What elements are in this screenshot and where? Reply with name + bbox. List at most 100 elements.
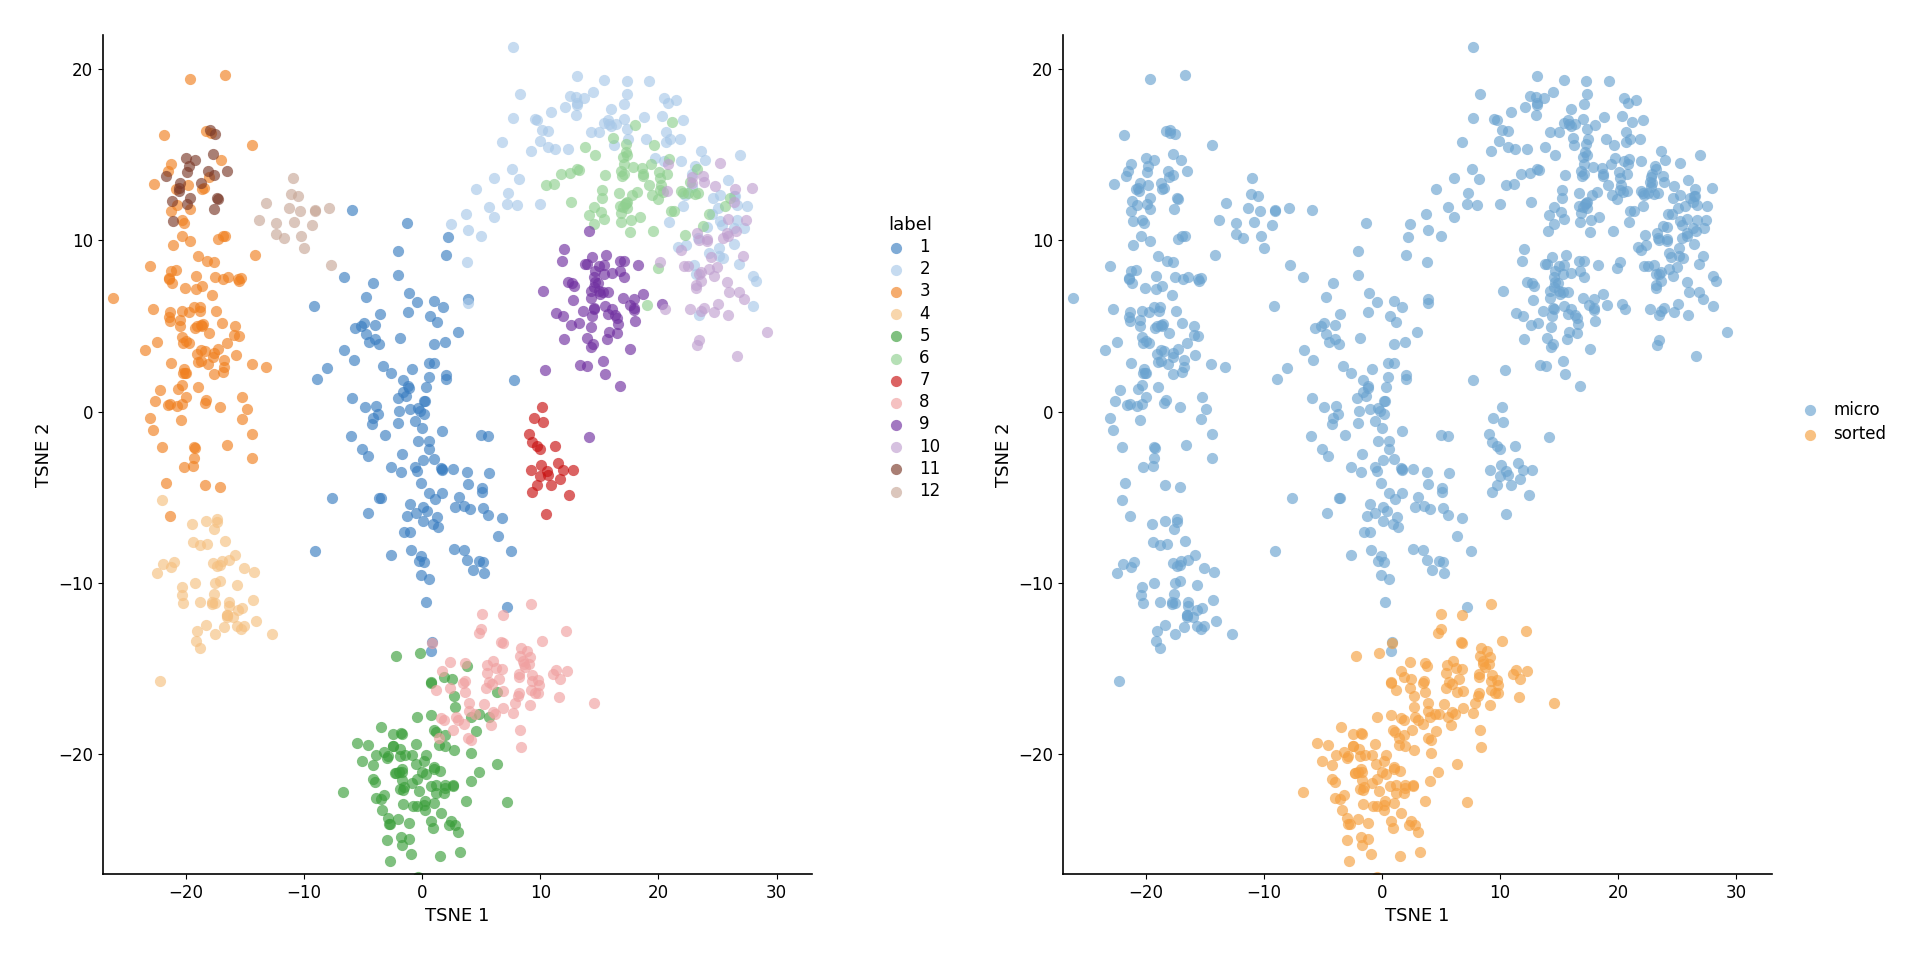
sorted xyxy=(1302,735,1332,751)
7 xyxy=(518,410,549,425)
1 xyxy=(367,358,397,373)
micro xyxy=(1538,300,1569,315)
micro xyxy=(1530,139,1561,155)
sorted xyxy=(1442,684,1473,700)
3 xyxy=(198,345,228,360)
2 xyxy=(705,240,735,255)
7 xyxy=(515,462,545,477)
micro xyxy=(1125,319,1156,334)
1 xyxy=(426,461,457,476)
micro xyxy=(1142,249,1173,264)
sorted xyxy=(1413,696,1444,711)
8 xyxy=(541,662,572,678)
micro xyxy=(1505,471,1536,487)
micro xyxy=(1162,559,1192,574)
micro xyxy=(1548,266,1578,281)
1 xyxy=(442,324,472,340)
1 xyxy=(407,420,438,435)
micro xyxy=(1200,613,1231,629)
micro xyxy=(1144,640,1175,656)
2 xyxy=(651,134,682,150)
sorted xyxy=(1407,716,1438,732)
micro xyxy=(1548,284,1578,300)
3 xyxy=(150,475,180,491)
5 xyxy=(386,837,417,852)
8 xyxy=(503,669,534,684)
sorted xyxy=(1379,796,1409,811)
micro xyxy=(1139,534,1169,549)
micro xyxy=(1112,163,1142,179)
4 xyxy=(179,575,209,590)
5 xyxy=(388,782,419,798)
10 xyxy=(689,300,720,316)
micro xyxy=(1359,505,1390,520)
2 xyxy=(680,157,710,173)
1 xyxy=(394,304,424,320)
micro xyxy=(1112,168,1142,183)
micro xyxy=(1421,181,1452,197)
micro xyxy=(1417,563,1448,578)
1 xyxy=(405,475,436,491)
micro xyxy=(1642,337,1672,352)
3 xyxy=(171,333,202,348)
5 xyxy=(386,725,417,740)
micro xyxy=(1371,594,1402,610)
10 xyxy=(676,169,707,184)
2 xyxy=(578,84,609,100)
micro xyxy=(1534,124,1565,139)
micro xyxy=(1386,300,1417,315)
7 xyxy=(545,471,576,487)
2 xyxy=(561,89,591,105)
sorted xyxy=(1332,832,1363,848)
7 xyxy=(530,507,561,522)
3 xyxy=(198,366,228,381)
1 xyxy=(463,554,493,569)
6 xyxy=(636,156,666,172)
micro xyxy=(1549,257,1580,273)
8 xyxy=(480,660,511,676)
8 xyxy=(503,688,534,704)
micro xyxy=(1390,334,1421,349)
micro xyxy=(1144,594,1175,610)
micro xyxy=(1540,275,1571,290)
1 xyxy=(365,306,396,322)
micro xyxy=(1594,74,1624,89)
micro xyxy=(1640,280,1670,296)
micro xyxy=(1342,268,1373,283)
2 xyxy=(497,110,528,126)
1 xyxy=(392,509,422,524)
micro xyxy=(1574,342,1605,357)
5 xyxy=(419,761,449,777)
7 xyxy=(555,487,586,502)
micro xyxy=(1571,73,1601,88)
5 xyxy=(492,794,522,809)
1 xyxy=(430,248,461,263)
2 xyxy=(555,88,586,104)
Legend: 1, 2, 3, 4, 5, 6, 7, 8, 9, 10, 11, 12: 1, 2, 3, 4, 5, 6, 7, 8, 9, 10, 11, 12 xyxy=(874,211,945,505)
1 xyxy=(336,428,367,444)
sorted xyxy=(1386,662,1417,678)
9 xyxy=(578,279,609,295)
micro xyxy=(1536,291,1567,306)
micro xyxy=(1379,492,1409,507)
3 xyxy=(167,303,198,319)
8 xyxy=(513,657,543,672)
micro xyxy=(1158,254,1188,270)
micro xyxy=(1298,352,1329,368)
sorted xyxy=(1505,671,1536,686)
4 xyxy=(200,596,230,612)
6 xyxy=(611,196,641,211)
micro xyxy=(1538,84,1569,100)
11 xyxy=(194,163,225,179)
8 xyxy=(524,677,555,692)
1 xyxy=(419,355,449,371)
micro xyxy=(1114,270,1144,285)
micro xyxy=(1411,553,1442,568)
micro xyxy=(1379,451,1409,467)
micro xyxy=(1150,344,1181,359)
6 xyxy=(668,185,699,201)
8 xyxy=(509,656,540,671)
sorted xyxy=(1440,660,1471,676)
1 xyxy=(417,643,447,659)
micro xyxy=(1521,161,1551,177)
